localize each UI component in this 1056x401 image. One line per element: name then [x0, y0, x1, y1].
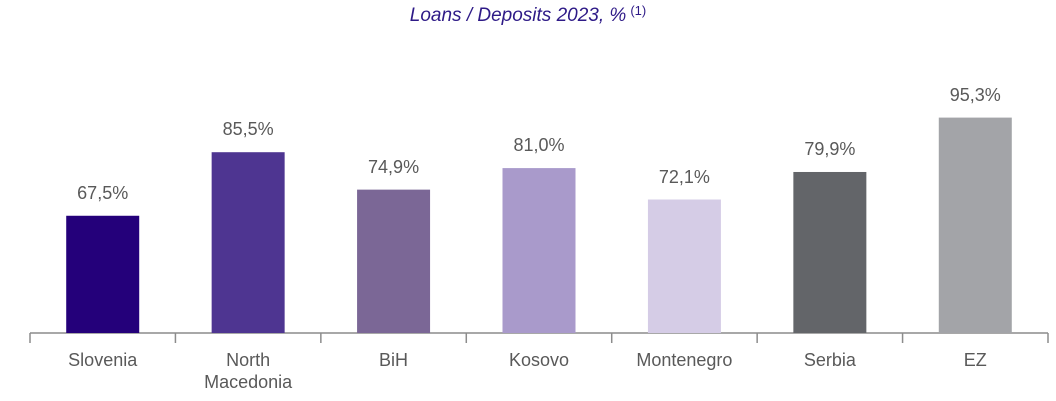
title-note: (1) [630, 3, 647, 18]
chart-title: Loans / Deposits 2023, % [409, 5, 627, 26]
bar [502, 168, 576, 333]
bar [938, 117, 1012, 333]
value-label: 79,9% [804, 138, 856, 159]
x-tick-label: BiH [379, 350, 409, 370]
value-label: 67,5% [77, 182, 129, 203]
value-label: 74,9% [368, 156, 420, 177]
value-label: 85,5% [222, 119, 274, 140]
x-tick-label: Slovenia [68, 350, 138, 370]
bar [66, 215, 140, 333]
value-label: 95,3% [949, 84, 1001, 105]
value-label: 72,1% [658, 166, 710, 187]
x-tick-label: EZ [963, 350, 987, 370]
bar [357, 189, 431, 333]
x-tick-label: Kosovo [508, 350, 570, 370]
x-tick-label: North Macedonia [204, 350, 293, 392]
value-label: 81,0% [513, 135, 565, 156]
bar [647, 199, 721, 333]
bar [793, 171, 867, 333]
x-tick-label: Serbia [803, 350, 856, 370]
chart-title-block: Loans / Deposits 2023, % (1) [0, 3, 1056, 27]
bar [211, 152, 285, 333]
x-tick-label: Montenegro [636, 350, 733, 370]
